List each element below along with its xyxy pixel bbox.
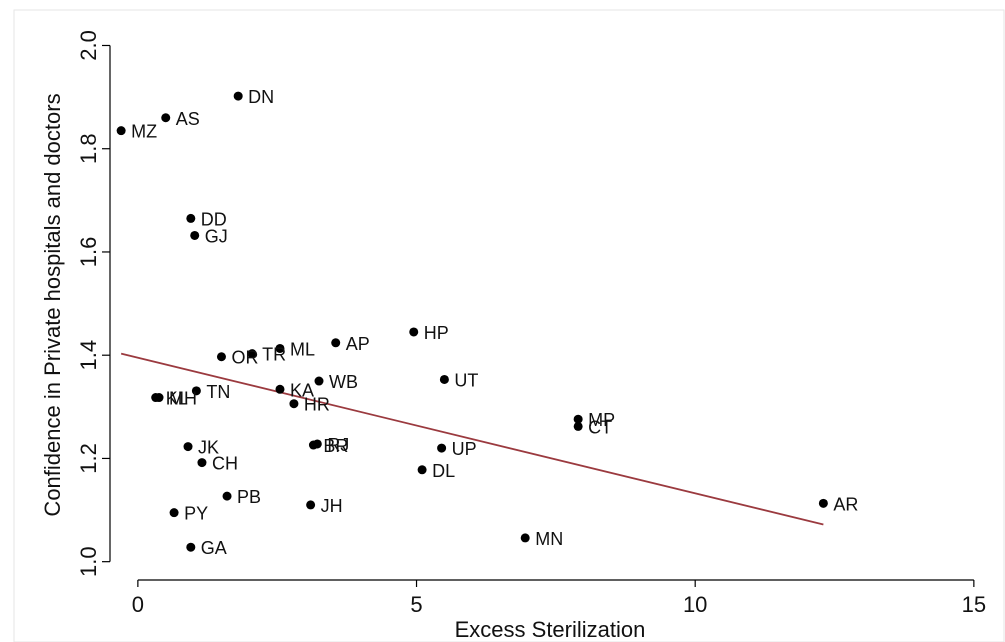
data-point-label: MP	[588, 410, 615, 430]
data-point-label: CH	[212, 454, 238, 474]
data-point	[314, 376, 324, 386]
data-point-label: UT	[454, 370, 478, 390]
data-point-label: CT	[588, 417, 612, 437]
data-point	[183, 442, 193, 452]
data-point-label: RJ	[327, 435, 349, 455]
data-point	[222, 491, 232, 501]
data-point-label: MN	[535, 529, 563, 549]
data-point-label: DD	[201, 209, 227, 229]
data-point-label: UP	[452, 439, 477, 459]
data-point-label: TN	[206, 382, 230, 402]
x-tick-label: 10	[683, 592, 707, 617]
data-point-label: OR	[231, 348, 258, 368]
y-tick-label: 2.0	[76, 30, 101, 61]
fit-line	[120, 352, 824, 526]
data-point	[417, 465, 427, 475]
data-point-label: BR	[323, 436, 348, 456]
data-point	[186, 213, 196, 223]
x-tick-label: 15	[962, 592, 986, 617]
data-point-label: PY	[184, 504, 208, 524]
data-point-label: AP	[346, 334, 370, 354]
x-tick-label: 5	[410, 592, 422, 617]
data-point	[573, 414, 583, 424]
y-tick-label: 1.6	[76, 237, 101, 268]
data-point-label: ML	[290, 339, 315, 359]
y-tick-label: 1.4	[76, 340, 101, 371]
x-axis-title: Excess Sterilization	[455, 617, 646, 642]
data-point-label: AS	[176, 109, 200, 129]
data-point-label: DN	[248, 87, 274, 107]
data-point	[520, 533, 530, 543]
data-point	[161, 113, 171, 123]
data-point	[154, 393, 164, 403]
y-axis-title: Confidence in Private hospitals and doct…	[40, 93, 65, 516]
data-point-label: TR	[262, 345, 286, 365]
data-point	[216, 352, 226, 362]
data-point-label: KA	[290, 380, 314, 400]
data-point	[331, 338, 341, 348]
data-point-label: JK	[198, 438, 219, 458]
data-point	[437, 443, 447, 453]
data-point-label: GJ	[205, 226, 228, 246]
y-tick-label: 1.0	[76, 546, 101, 577]
data-point	[573, 421, 583, 431]
data-point-label: GA	[201, 538, 227, 558]
data-point	[818, 498, 828, 508]
data-point	[197, 458, 207, 468]
data-point	[312, 439, 322, 449]
y-tick-label: 1.8	[76, 133, 101, 164]
data-point-label: MZ	[131, 122, 157, 142]
data-point-label: WB	[329, 372, 358, 392]
data-point	[169, 508, 179, 518]
plot-frame	[13, 9, 1005, 642]
y-tick-label: 1.2	[76, 443, 101, 474]
data-point	[409, 327, 419, 337]
data-point	[439, 374, 449, 384]
data-point	[275, 343, 285, 353]
data-point	[186, 542, 196, 552]
data-point	[306, 500, 316, 510]
data-point	[233, 91, 243, 101]
data-point-label: DL	[432, 461, 455, 481]
data-point	[247, 349, 257, 359]
data-point-label: AR	[833, 494, 858, 514]
x-tick-label: 0	[132, 592, 144, 617]
data-point-label: PB	[237, 487, 261, 507]
data-point	[289, 399, 299, 409]
data-point-label: KL	[166, 389, 188, 409]
data-point-label: JH	[321, 496, 343, 516]
data-point	[191, 386, 201, 396]
data-point	[275, 384, 285, 394]
data-point-label: HP	[424, 323, 449, 343]
data-point	[190, 230, 200, 240]
data-point	[116, 126, 126, 136]
data-point-label: MH	[169, 389, 197, 409]
data-point-label: HR	[304, 395, 330, 415]
